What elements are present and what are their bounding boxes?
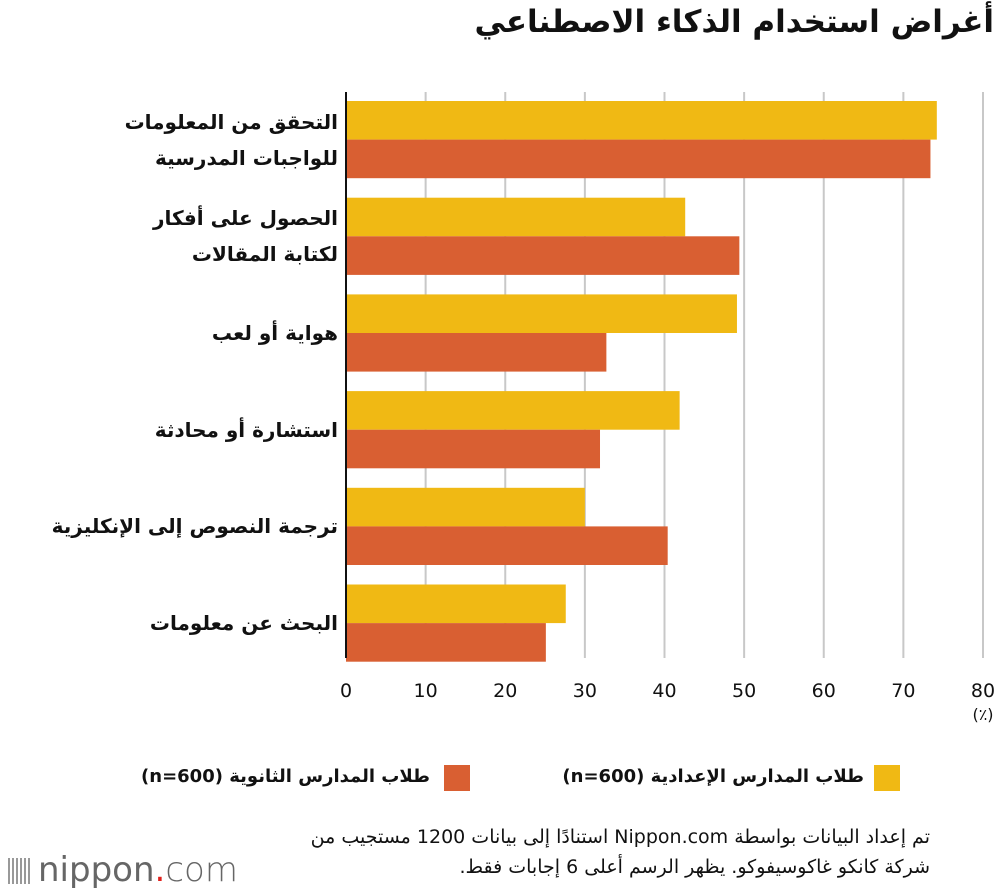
bar-high-school [346, 236, 740, 275]
bar-middle-school [346, 197, 686, 237]
legend-swatch-middle-school [874, 765, 900, 791]
bar-high-school [346, 333, 607, 372]
tick-label: 50 [732, 680, 756, 702]
bar-middle-school [346, 101, 937, 140]
unit-label: (٪) [972, 705, 993, 724]
category-label-line: التحقق من المعلومات [124, 109, 338, 134]
source-note-line: تم إعداد البيانات بواسطة Nippon.com استن… [310, 826, 930, 848]
tick-label: 10 [414, 680, 438, 702]
nippon-logo: nippon.com [8, 850, 238, 890]
tick-label: 30 [573, 680, 597, 702]
category-label: استشارة أو محادثة [155, 412, 338, 448]
logo-name: nippon [38, 850, 155, 890]
category-label: ترجمة النصوص إلى الإنكليزية [52, 508, 338, 544]
tick-label: 80 [971, 680, 995, 702]
bar-middle-school [346, 584, 566, 624]
category-label-line: البحث عن معلومات [149, 611, 338, 636]
category-label-line: ترجمة النصوص إلى الإنكليزية [51, 514, 338, 539]
source-note-line: شركة كانكو غاكوسيفوكو. يظهر الرسم أعلى 6… [459, 856, 930, 878]
legend-label-middle-school: طلاب المدارس الإعدادية (n=600) [562, 766, 864, 787]
category-label-line: الحصول على أفكار [153, 206, 338, 231]
logo-bars-icon [8, 858, 32, 884]
legend-label-high-school: طلاب المدارس الثانوية (n=600) [141, 766, 430, 787]
bar-middle-school [346, 487, 585, 527]
tick-label: 60 [812, 680, 836, 702]
bar-high-school [346, 623, 546, 662]
category-label: التحقق من المعلومات للواجبات المدرسية [125, 104, 338, 176]
category-label: هواية أو لعب [212, 315, 338, 351]
bar-high-school [346, 139, 931, 179]
bar-middle-school [346, 294, 737, 333]
tick-label: 0 [340, 680, 352, 702]
category-label-line: للواجبات المدرسية [154, 145, 338, 170]
tick-label: 40 [652, 680, 676, 702]
bar-high-school [346, 526, 668, 565]
category-label: الحصول على أفكار لكتابة المقالات [153, 200, 338, 272]
bar-high-school [346, 429, 601, 469]
category-label: البحث عن معلومات [150, 605, 338, 641]
chart-title: أغراض استخدام الذكاء الاصطناعي [474, 4, 994, 40]
tick-label: 20 [493, 680, 517, 702]
source-note: تم إعداد البيانات بواسطة Nippon.com استن… [230, 822, 930, 882]
tick-label: 70 [891, 680, 915, 702]
category-label-line: هواية أو لعب [211, 321, 338, 345]
legend-swatch-high-school [444, 765, 470, 791]
category-label-line: لكتابة المقالات [191, 242, 338, 267]
bar-middle-school [346, 391, 680, 430]
category-label-line: استشارة أو محادثة [154, 417, 338, 442]
